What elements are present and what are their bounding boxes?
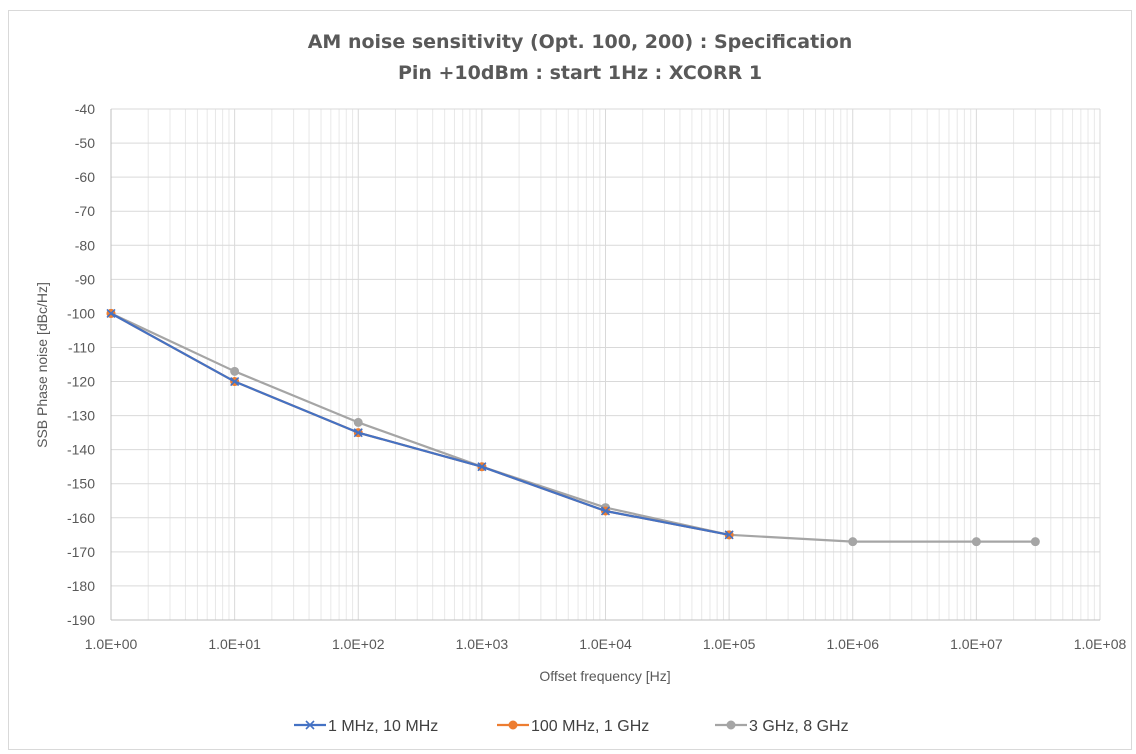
legend-swatch-marker [726,720,736,730]
x-tick-label: 1.0E+01 [208,636,261,652]
series-2 [106,308,734,540]
x-tick-label: 1.0E+02 [332,636,385,652]
y-tick-label: -110 [68,339,95,355]
series-1-line [110,312,730,536]
y-tick-label: -100 [67,305,95,321]
series-3-point [1030,537,1040,547]
axis-layer: -40 -50 -60 -70 -80 -90 -100 -110 -120 -130 -140 -1… [67,101,1127,652]
series-1-point-stroke [230,376,240,387]
series-1-point-stroke [724,530,734,540]
x-tick-label: 1.0E+04 [579,636,632,652]
x-tick-label: 1.0E+03 [456,636,509,652]
y-axis-title: SSB Phase noise [dBc/Hz] [34,282,50,448]
legend-swatch-marker-stroke [305,720,315,730]
series-1-point-stroke [106,308,116,318]
x-tick-label: 1.0E+07 [950,636,1003,652]
y-tick-label: -170 [67,544,95,560]
y-tick-label: -80 [75,237,95,253]
series-1-point [600,506,611,516]
legend-label: 3 GHz, 8 GHz [749,718,849,735]
series-1-point [353,428,363,438]
grid-layer [110,108,1101,621]
series-3-point [971,537,981,547]
legend-swatch-marker [305,720,315,730]
y-tick-label: -150 [67,476,95,492]
y-tick-label: -50 [75,135,95,151]
y-tick-label: -130 [67,408,95,424]
legend-label: 100 MHz, 1 GHz [531,718,649,735]
x-axis-title: Offset frequency [Hz] [539,668,670,684]
series-3-point [230,366,240,376]
series-1-point [106,308,116,318]
series-1-point-stroke [477,462,487,472]
legend-label: 1 MHz, 10 MHz [328,718,438,735]
chart-subtitle: Pin +10dBm : start 1Hz : XCORR 1 [398,62,762,84]
legend-item-2: 100 MHz, 1 GHz [497,718,649,735]
series-2-line [110,312,730,536]
y-tick-label: -140 [67,442,95,458]
series-1-point [477,462,487,472]
series-1 [106,308,734,540]
x-tick-label: 1.0E+05 [703,636,756,652]
series-3-point [848,537,858,547]
legend: 1 MHz, 10 MHz 100 MHz, 1 GHz 3 GHz, 8 GHz [294,718,849,735]
y-tick-label: -180 [67,578,95,594]
legend-swatch-marker [508,720,518,730]
series-1-point [230,376,240,387]
legend-item-3: 3 GHz, 8 GHz [715,718,849,735]
series-1-point-stroke [600,506,611,516]
y-tick-label: -190 [67,612,95,628]
x-tick-label: 1.0E+00 [85,636,138,652]
y-tick-label: -40 [75,101,95,117]
series-layer [106,308,1040,547]
series-1-point [724,530,734,540]
y-tick-label: -90 [75,271,95,287]
y-tick-label: -60 [75,169,95,185]
y-tick-label: -120 [67,374,95,390]
chart-title: AM noise sensitivity (Opt. 100, 200) : S… [308,31,853,53]
x-tick-label: 1.0E+06 [826,636,879,652]
legend-item-1: 1 MHz, 10 MHz [294,718,438,735]
series-3-point [353,417,363,427]
series-3 [106,308,1040,547]
series-1-point-stroke [353,428,363,438]
x-tick-label: 1.0E+08 [1074,636,1127,652]
chart-frame [8,10,1132,750]
y-tick-label: -160 [67,510,95,526]
y-tick-label: -70 [75,203,95,219]
